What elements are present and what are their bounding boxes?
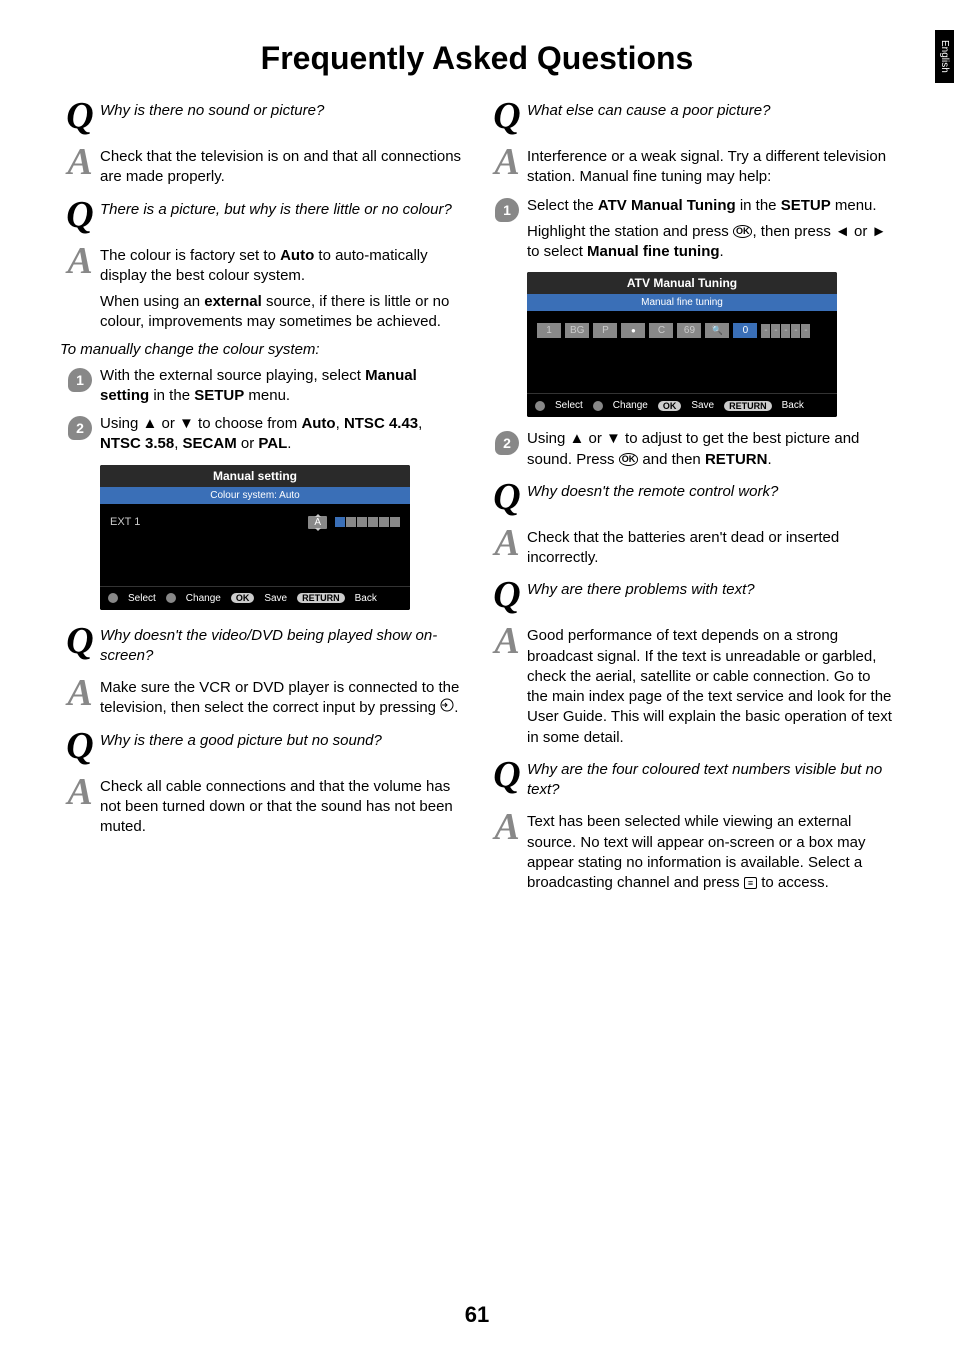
language-tab: English xyxy=(935,30,954,83)
a-icon: A xyxy=(60,674,100,712)
question-text: Why are there problems with text? xyxy=(527,576,755,600)
footer-select: Select xyxy=(128,593,156,604)
step-1-icon: 1 xyxy=(495,198,519,222)
step-part: Highlight the station and press OK, then… xyxy=(527,222,894,263)
a-icon: A xyxy=(60,773,100,811)
ok-pill: OK xyxy=(658,401,682,411)
footer-save: Save xyxy=(691,400,714,411)
atv-cell: ● xyxy=(621,323,645,338)
answer-text: Check all cable connections and that the… xyxy=(100,773,467,838)
step-text: Using ▲ or ▼ to adjust to get the best p… xyxy=(527,429,894,470)
ok-pill: OK xyxy=(231,593,255,603)
osd-colour-boxes xyxy=(335,517,400,527)
atv-tuning-row: 1 BG P ● C 69 🔍 0 ----- xyxy=(537,323,827,338)
answer-text: Good performance of text depends on a st… xyxy=(527,622,894,748)
osd-value-chip: A xyxy=(308,516,327,529)
step-text: With the external source playing, select… xyxy=(100,366,467,407)
step-1-icon: 1 xyxy=(68,368,92,392)
question-text: Why is there a good picture but no sound… xyxy=(100,727,382,751)
answer-part: When using an external source, if there … xyxy=(100,292,467,333)
q-icon: Q xyxy=(487,576,527,614)
question-text: Why doesn't the remote control work? xyxy=(527,478,778,502)
footer-change: Change xyxy=(186,593,221,604)
step-part: Select the ATV Manual Tuning in the SETU… xyxy=(527,196,894,216)
page-number: 61 xyxy=(0,1302,954,1328)
answer-text: Make sure the VCR or DVD player is conne… xyxy=(100,674,467,719)
nav-dot-icon xyxy=(166,593,176,603)
step-2-icon: 2 xyxy=(68,416,92,440)
atv-cell: C xyxy=(649,323,673,338)
answer-text: Text has been selected while viewing an … xyxy=(527,808,894,893)
osd-subtitle: Manual fine tuning xyxy=(527,294,837,311)
a-icon: A xyxy=(487,143,527,181)
q-icon: Q xyxy=(487,478,527,516)
q-icon: Q xyxy=(60,622,100,660)
a-icon: A xyxy=(60,143,100,181)
step-text: Using ▲ or ▼ to choose from Auto, NTSC 4… xyxy=(100,414,467,455)
answer-text: Interference or a weak signal. Try a dif… xyxy=(527,143,894,188)
step-text: Select the ATV Manual Tuning in the SETU… xyxy=(527,196,894,263)
step-2-icon: 2 xyxy=(495,431,519,455)
question-text: What else can cause a poor picture? xyxy=(527,97,770,121)
nav-dot-icon xyxy=(535,401,545,411)
question-text: Why is there no sound or picture? xyxy=(100,97,324,121)
atv-cell: BG xyxy=(565,323,589,338)
a-icon: A xyxy=(487,524,527,562)
osd-title: Manual setting xyxy=(100,465,410,487)
osd-atv-manual-tuning: ATV Manual Tuning Manual fine tuning 1 BG… xyxy=(527,272,837,417)
osd-footer: Select Change OK Save RETURN Back xyxy=(100,586,410,610)
nav-dot-icon xyxy=(108,593,118,603)
osd-title: ATV Manual Tuning xyxy=(527,272,837,294)
atv-cell: 🔍 xyxy=(705,323,729,338)
atv-cell: 69 xyxy=(677,323,701,338)
footer-select: Select xyxy=(555,400,583,411)
right-column: Q What else can cause a poor picture? A … xyxy=(487,97,894,901)
footer-back: Back xyxy=(782,400,804,411)
osd-footer: Select Change OK Save RETURN Back xyxy=(527,393,837,417)
q-icon: Q xyxy=(60,727,100,765)
instruction-intro: To manually change the colour system: xyxy=(60,341,467,358)
osd-subtitle: Colour system: Auto xyxy=(100,487,410,504)
atv-cell: P xyxy=(593,323,617,338)
page-title: Frequently Asked Questions xyxy=(60,40,894,77)
osd-manual-setting: Manual setting Colour system: Auto EXT 1… xyxy=(100,465,410,610)
left-column: Q Why is there no sound or picture? A Ch… xyxy=(60,97,467,901)
nav-dot-icon xyxy=(593,401,603,411)
footer-change: Change xyxy=(613,400,648,411)
q-icon: Q xyxy=(487,97,527,135)
q-icon: Q xyxy=(60,196,100,234)
footer-back: Back xyxy=(355,593,377,604)
atv-cell: 1 xyxy=(537,323,561,338)
atv-cell: 0 xyxy=(733,323,757,338)
answer-text: Check that the batteries aren't dead or … xyxy=(527,524,894,569)
osd-source-label: EXT 1 xyxy=(110,516,300,528)
question-text: Why are the four coloured text numbers v… xyxy=(527,756,894,801)
footer-save: Save xyxy=(264,593,287,604)
answer-text: The colour is factory set to Auto to aut… xyxy=(100,242,467,333)
answer-part: The colour is factory set to Auto to aut… xyxy=(100,246,467,287)
question-text: There is a picture, but why is there lit… xyxy=(100,196,452,220)
a-icon: A xyxy=(60,242,100,280)
input-source-icon xyxy=(440,698,454,718)
a-icon: A xyxy=(487,808,527,846)
answer-text: Check that the television is on and that… xyxy=(100,143,467,188)
return-pill: RETURN xyxy=(297,593,345,603)
a-icon: A xyxy=(487,622,527,660)
question-text: Why doesn't the video/DVD being played s… xyxy=(100,622,467,667)
q-icon: Q xyxy=(487,756,527,794)
atv-dashes: ----- xyxy=(761,324,810,338)
q-icon: Q xyxy=(60,97,100,135)
return-pill: RETURN xyxy=(724,401,772,411)
